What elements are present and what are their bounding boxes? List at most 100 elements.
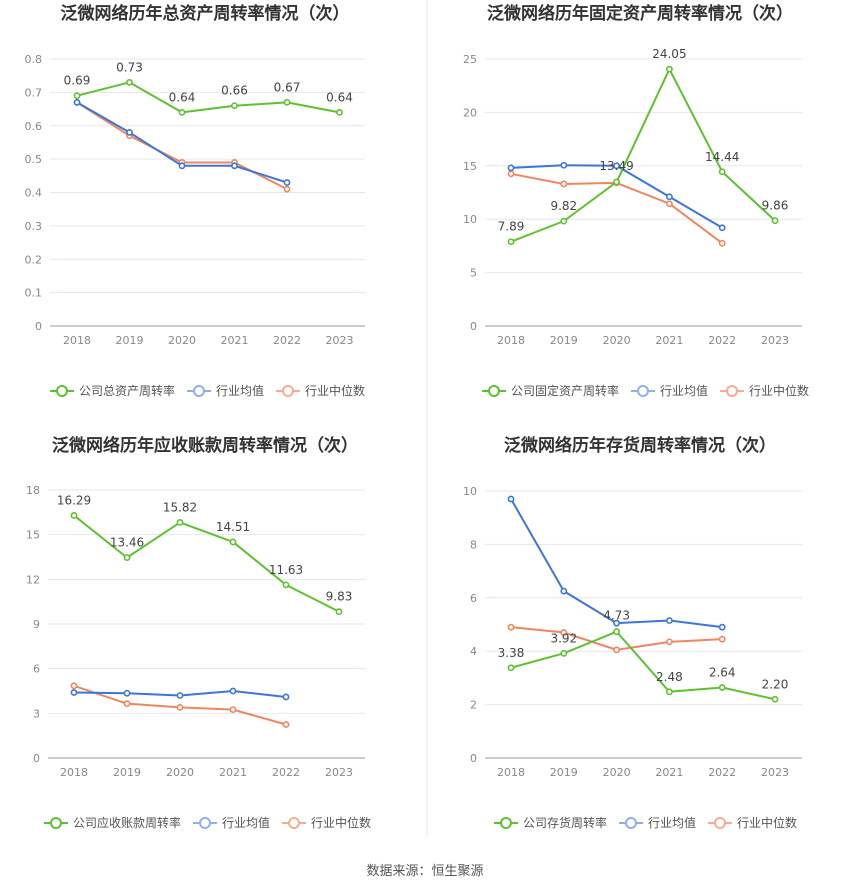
x-tick-label: 2018 [497, 766, 525, 779]
data-point [613, 619, 620, 627]
data-point [231, 102, 238, 110]
legend-item[interactable]: 公司固定资产周转率 [482, 383, 619, 398]
legend-item[interactable]: 行业中位数 [282, 815, 371, 830]
legend-label: 行业均值 [222, 815, 270, 830]
data-point [718, 224, 726, 232]
data-point [231, 162, 238, 170]
receivables-turnover-chart: 泛微网络历年应收账款周转率情况（次） 0 3 6 9 12 15 18 2018 2019 2020… [26, 435, 371, 830]
data-source: 数据来源：恒生聚源 [366, 864, 483, 879]
data-label: 0.73 [116, 60, 143, 74]
x-tick-label: 2019 [116, 334, 144, 347]
data-label: 14.44 [705, 150, 739, 164]
data-point [282, 693, 290, 701]
data-point [283, 179, 291, 186]
data-point [73, 98, 81, 106]
y-tick-label: 0 [470, 320, 477, 333]
data-point [507, 164, 515, 172]
legend-label: 公司固定资产周转率 [511, 383, 619, 398]
data-label: 7.89 [498, 220, 525, 234]
data-point [613, 178, 620, 186]
x-tick-label: 2019 [550, 334, 578, 347]
y-tick-label: 0.3 [25, 220, 43, 233]
legend-marker [199, 817, 211, 829]
y-tick-label: 6 [470, 592, 477, 605]
chart-title: 泛微网络历年固定资产周转率情况（次） [487, 3, 793, 24]
legend-label: 行业中位数 [749, 383, 809, 398]
data-point [666, 638, 673, 646]
x-tick-label: 2018 [60, 766, 88, 779]
x-tick-label: 2020 [603, 334, 631, 347]
x-tick-label: 2023 [326, 334, 354, 347]
y-tick-label: 6 [33, 663, 40, 676]
y-tick-label: 25 [463, 53, 477, 66]
data-point [666, 193, 673, 201]
data-point [336, 109, 343, 116]
data-point [126, 78, 133, 86]
data-point [123, 554, 131, 561]
data-label: 2.64 [709, 666, 736, 680]
legend-item[interactable]: 行业均值 [187, 383, 264, 398]
legend-item[interactable]: 公司总资产周转率 [50, 383, 175, 398]
data-point [70, 512, 78, 519]
data-point [666, 688, 673, 696]
data-point [560, 217, 568, 225]
data-point [229, 706, 237, 714]
x-tick-label: 2021 [655, 334, 683, 347]
y-tick-label: 2 [470, 699, 477, 712]
legend-item[interactable]: 行业中位数 [720, 383, 809, 398]
data-point [718, 623, 726, 631]
data-point [229, 538, 237, 546]
legend-label: 行业中位数 [311, 815, 371, 830]
legend-item[interactable]: 行业中位数 [708, 815, 797, 830]
legend-label: 行业中位数 [305, 383, 365, 398]
legend-item[interactable]: 行业中位数 [276, 383, 365, 398]
data-point [282, 721, 290, 728]
data-label: 13.49 [599, 159, 633, 173]
data-point [507, 238, 515, 246]
data-point [666, 65, 673, 73]
data-point [560, 587, 568, 595]
data-point [560, 629, 568, 636]
legend-label: 公司总资产周转率 [79, 383, 175, 398]
x-tick-label: 2020 [168, 334, 196, 347]
x-tick-label: 2018 [497, 334, 525, 347]
y-tick-label: 0 [33, 752, 40, 765]
data-point [283, 98, 291, 106]
data-point [178, 162, 186, 170]
data-point [176, 692, 184, 699]
data-label: 0.69 [64, 74, 91, 88]
legend-item[interactable]: 行业均值 [193, 815, 270, 830]
legend-marker [193, 385, 205, 397]
data-point [771, 217, 779, 225]
data-point [560, 180, 568, 188]
data-point [123, 700, 131, 708]
data-point [507, 170, 515, 178]
y-tick-label: 12 [26, 573, 40, 586]
data-point [507, 664, 515, 672]
data-label: 11.63 [269, 563, 303, 577]
legend-item[interactable]: 公司存货周转率 [494, 815, 607, 830]
data-point [613, 628, 620, 636]
x-tick-label: 2023 [325, 766, 353, 779]
data-label: 13.46 [110, 536, 144, 550]
series-line-company [510, 630, 776, 701]
data-point [70, 682, 78, 690]
y-tick-label: 0 [470, 752, 477, 765]
data-label: 0.64 [169, 90, 196, 104]
series-line-company [73, 514, 340, 613]
legend-item[interactable]: 公司应收账款周转率 [44, 815, 181, 830]
data-label: 4.73 [603, 609, 630, 623]
x-tick-label: 2021 [221, 334, 249, 347]
data-point [613, 162, 620, 170]
data-point [718, 239, 726, 247]
chart-title: 泛微网络历年存货周转率情况（次） [504, 435, 776, 456]
y-tick-label: 15 [26, 529, 40, 542]
y-tick-label: 9 [33, 618, 40, 631]
y-tick-label: 5 [470, 267, 477, 280]
y-tick-label: 8 [470, 538, 477, 551]
legend-item[interactable]: 行业均值 [619, 815, 696, 830]
legend-item[interactable]: 行业均值 [631, 383, 708, 398]
inventory-turnover-chart: 泛微网络历年存货周转率情况（次） 0 2 4 6 8 10 2018 2019 2020 2021 2… [463, 435, 802, 830]
y-tick-label: 0.2 [25, 253, 43, 266]
legend-label: 行业均值 [660, 383, 708, 398]
